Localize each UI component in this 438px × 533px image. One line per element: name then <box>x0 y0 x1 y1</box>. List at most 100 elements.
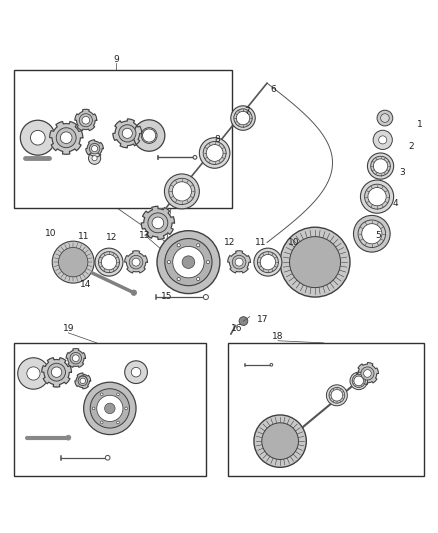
Circle shape <box>100 421 103 424</box>
Circle shape <box>172 182 191 201</box>
Polygon shape <box>141 206 174 239</box>
Text: 9: 9 <box>113 54 119 63</box>
Circle shape <box>354 376 364 386</box>
Text: 11: 11 <box>78 232 89 241</box>
Circle shape <box>206 144 223 161</box>
Circle shape <box>78 376 87 384</box>
Circle shape <box>373 159 388 173</box>
Circle shape <box>80 378 85 384</box>
Circle shape <box>199 138 230 168</box>
Text: 2: 2 <box>408 142 414 151</box>
Circle shape <box>197 244 200 247</box>
Circle shape <box>169 179 195 205</box>
Circle shape <box>92 146 98 152</box>
Circle shape <box>66 435 71 440</box>
Text: 18: 18 <box>272 332 284 341</box>
Text: 11: 11 <box>255 238 266 247</box>
Text: 5: 5 <box>375 231 381 240</box>
Circle shape <box>177 244 180 247</box>
Circle shape <box>377 110 393 126</box>
Circle shape <box>206 261 209 264</box>
Circle shape <box>92 156 97 161</box>
Text: 10: 10 <box>45 229 57 238</box>
Circle shape <box>260 254 276 270</box>
Circle shape <box>70 352 81 364</box>
Circle shape <box>381 114 389 123</box>
Circle shape <box>173 246 204 278</box>
Circle shape <box>364 184 389 209</box>
Bar <box>14 70 232 207</box>
Circle shape <box>59 247 88 277</box>
Circle shape <box>290 237 341 288</box>
Polygon shape <box>357 362 378 384</box>
Circle shape <box>203 295 208 300</box>
Circle shape <box>177 278 180 280</box>
Circle shape <box>117 421 119 424</box>
Circle shape <box>234 109 252 127</box>
Circle shape <box>51 367 62 377</box>
Circle shape <box>78 376 88 385</box>
Circle shape <box>203 142 226 165</box>
Text: 16: 16 <box>231 324 242 333</box>
Bar <box>14 343 206 476</box>
Polygon shape <box>228 251 251 273</box>
Circle shape <box>20 120 55 155</box>
Text: 10: 10 <box>287 238 299 247</box>
Circle shape <box>97 395 123 422</box>
Circle shape <box>270 364 273 366</box>
Circle shape <box>331 390 343 401</box>
Circle shape <box>367 153 394 179</box>
Polygon shape <box>49 122 83 154</box>
Circle shape <box>362 224 382 244</box>
Circle shape <box>152 217 164 229</box>
Circle shape <box>72 355 79 361</box>
Circle shape <box>254 415 306 467</box>
Text: 14: 14 <box>80 280 92 289</box>
Circle shape <box>235 258 243 266</box>
Circle shape <box>131 367 141 377</box>
Text: 15: 15 <box>161 292 173 301</box>
Circle shape <box>131 290 137 295</box>
Bar <box>228 343 424 476</box>
Circle shape <box>231 106 255 130</box>
Text: 17: 17 <box>257 315 268 324</box>
Text: 1: 1 <box>417 120 423 129</box>
Circle shape <box>262 423 298 459</box>
Text: 13: 13 <box>139 231 151 239</box>
Circle shape <box>373 130 392 149</box>
Text: 6: 6 <box>271 85 276 94</box>
Circle shape <box>125 361 148 384</box>
Circle shape <box>236 111 250 125</box>
Polygon shape <box>66 349 85 367</box>
Circle shape <box>117 393 119 395</box>
Circle shape <box>254 248 282 276</box>
Circle shape <box>353 215 390 252</box>
Circle shape <box>92 407 95 410</box>
Circle shape <box>280 227 350 297</box>
Circle shape <box>142 129 156 142</box>
Circle shape <box>52 241 94 283</box>
Circle shape <box>132 258 140 266</box>
Circle shape <box>361 367 374 380</box>
Circle shape <box>239 317 248 326</box>
Circle shape <box>100 393 103 395</box>
Circle shape <box>364 370 371 377</box>
Polygon shape <box>113 119 142 148</box>
Text: 12: 12 <box>224 238 236 247</box>
Polygon shape <box>75 109 97 131</box>
Circle shape <box>182 256 195 269</box>
Circle shape <box>134 120 165 151</box>
Circle shape <box>122 128 132 139</box>
Circle shape <box>358 220 385 247</box>
Circle shape <box>379 136 387 144</box>
Circle shape <box>81 378 85 382</box>
Circle shape <box>148 213 168 233</box>
Circle shape <box>105 455 110 460</box>
Circle shape <box>360 180 394 213</box>
Polygon shape <box>42 358 71 387</box>
Circle shape <box>125 407 127 410</box>
Circle shape <box>60 132 72 143</box>
Circle shape <box>88 152 101 164</box>
Circle shape <box>167 261 170 264</box>
Circle shape <box>47 157 50 160</box>
